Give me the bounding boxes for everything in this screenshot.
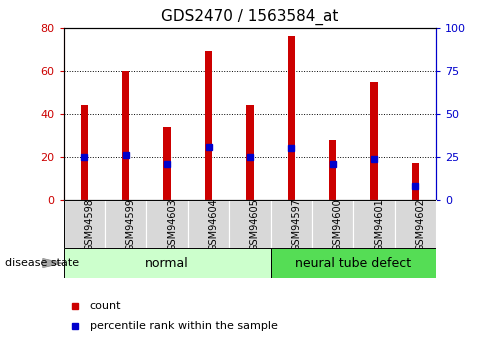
Bar (395, 200, 436, 248)
Text: GSM94598: GSM94598 (84, 198, 95, 251)
Bar (122, 71, 129, 200)
Text: GSM94599: GSM94599 (126, 198, 136, 251)
Text: GSM94597: GSM94597 (291, 198, 301, 251)
Bar (105, 200, 147, 248)
Text: disease state: disease state (5, 258, 79, 268)
Text: GSM94605: GSM94605 (250, 198, 260, 251)
Text: neural tube defect: neural tube defect (295, 257, 412, 269)
Bar (370, 81, 378, 200)
Bar (188, 200, 229, 248)
Title: GDS2470 / 1563584_at: GDS2470 / 1563584_at (161, 9, 339, 25)
Bar (353, 200, 395, 248)
Text: count: count (90, 301, 121, 311)
Bar (229, 200, 270, 248)
Bar (246, 105, 254, 200)
Text: GSM94604: GSM94604 (209, 198, 219, 250)
Text: GSM94602: GSM94602 (416, 198, 425, 251)
Bar (270, 248, 436, 278)
Bar (329, 140, 336, 200)
Text: normal: normal (145, 257, 189, 269)
Text: percentile rank within the sample: percentile rank within the sample (90, 321, 278, 331)
Bar (312, 200, 353, 248)
Bar (164, 127, 171, 200)
Bar (412, 164, 419, 200)
Bar (288, 36, 295, 200)
Text: GSM94600: GSM94600 (333, 198, 343, 250)
Polygon shape (43, 258, 63, 268)
Bar (64, 200, 105, 248)
Bar (147, 200, 188, 248)
Bar (205, 51, 212, 200)
Text: GSM94603: GSM94603 (167, 198, 177, 250)
Bar (81, 105, 88, 200)
Bar (64, 248, 270, 278)
Bar (270, 200, 312, 248)
Text: GSM94601: GSM94601 (374, 198, 384, 250)
